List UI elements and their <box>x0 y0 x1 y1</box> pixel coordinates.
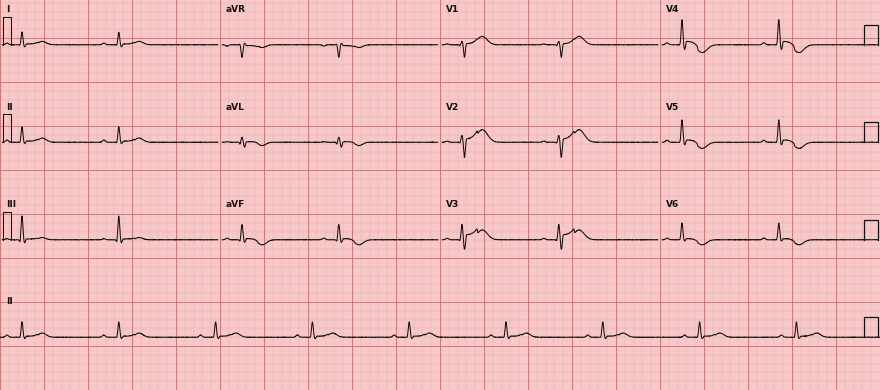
Text: III: III <box>6 200 16 209</box>
Text: aVF: aVF <box>226 200 246 209</box>
Text: V1: V1 <box>446 5 459 14</box>
Text: aVR: aVR <box>226 5 246 14</box>
Text: V3: V3 <box>446 200 459 209</box>
Text: II: II <box>6 103 12 112</box>
Text: I: I <box>6 5 10 14</box>
Text: aVL: aVL <box>226 103 245 112</box>
Text: V4: V4 <box>666 5 679 14</box>
Text: V6: V6 <box>666 200 679 209</box>
Text: V2: V2 <box>446 103 459 112</box>
Text: V5: V5 <box>666 103 679 112</box>
Text: II: II <box>6 298 12 307</box>
